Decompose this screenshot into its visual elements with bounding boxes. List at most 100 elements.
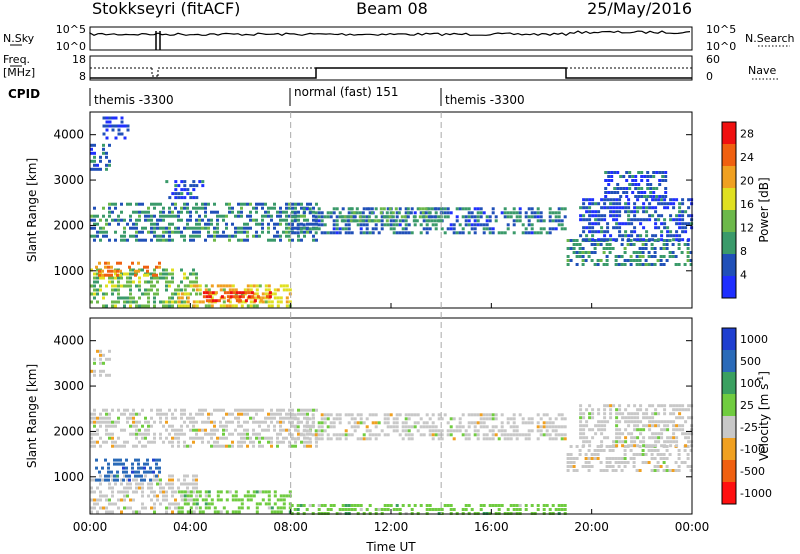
- heatmap-cell: [615, 226, 619, 230]
- heatmap-cell: [186, 188, 190, 192]
- y-tick-label: 1000: [53, 264, 84, 278]
- heatmap-cell: [232, 291, 236, 295]
- heatmap-cell: [255, 420, 258, 424]
- heatmap-cell: [625, 171, 629, 174]
- heatmap-cell: [323, 417, 327, 421]
- heatmap-cell: [385, 219, 389, 223]
- heatmap-cell: [202, 291, 206, 295]
- heatmap-cell: [356, 413, 360, 417]
- heatmap-cell: [458, 223, 462, 227]
- heatmap-cell: [591, 226, 595, 230]
- heatmap-cell: [352, 215, 356, 219]
- heatmap-cell: [645, 206, 649, 210]
- heatmap-cell: [141, 238, 144, 242]
- heatmap-cell: [579, 206, 583, 210]
- heatmap-cell: [201, 498, 205, 502]
- heatmap-cell: [582, 416, 586, 420]
- heatmap-cell: [407, 433, 411, 437]
- heatmap-cell: [144, 420, 147, 424]
- heatmap-cell: [144, 292, 147, 296]
- heatmap-cell: [290, 215, 294, 219]
- heatmap-cell: [159, 436, 162, 440]
- heatmap-cell: [309, 230, 312, 234]
- heatmap-cell: [300, 440, 303, 444]
- heatmap-cell: [356, 421, 360, 425]
- heatmap-cell: [195, 486, 198, 490]
- heatmap-cell: [470, 508, 474, 511]
- heatmap-cell: [632, 453, 636, 456]
- heatmap-cell: [606, 222, 610, 226]
- heatmap-cell: [114, 136, 118, 140]
- heatmap-cell: [183, 276, 186, 280]
- heatmap-cell: [111, 420, 114, 424]
- heatmap-cell: [389, 425, 393, 429]
- heatmap-cell: [123, 486, 126, 490]
- heatmap-cell: [174, 196, 178, 200]
- heatmap-cell: [359, 508, 363, 511]
- heatmap-cell: [591, 230, 595, 234]
- heatmap-cell: [627, 444, 631, 448]
- heatmap-cell: [672, 218, 676, 222]
- heatmap-cell: [246, 432, 249, 436]
- heatmap-cell: [222, 230, 225, 234]
- heatmap-cell: [663, 412, 667, 416]
- heatmap-cell: [654, 444, 658, 448]
- heatmap-cell: [320, 417, 324, 421]
- heatmap-cell: [344, 429, 348, 433]
- heatmap-cell: [93, 490, 96, 494]
- heatmap-cell: [651, 198, 655, 202]
- heatmap-cell: [141, 494, 144, 498]
- heatmap-cell: [177, 284, 180, 288]
- heatmap-cell: [309, 202, 312, 206]
- heatmap-cell: [476, 413, 480, 417]
- heatmap-cell: [114, 300, 117, 304]
- heatmap-cell: [554, 211, 558, 215]
- heatmap-cell: [374, 207, 378, 211]
- heatmap-cell: [237, 444, 240, 448]
- heatmap-cell: [593, 251, 597, 254]
- heatmap-cell: [585, 218, 589, 222]
- heatmap-cell: [678, 210, 682, 214]
- heatmap-cell: [177, 192, 181, 196]
- heatmap-cell: [108, 424, 111, 428]
- heatmap-cell: [210, 436, 213, 440]
- heatmap-cell: [210, 284, 214, 288]
- heatmap-cell: [651, 412, 655, 416]
- heatmap-cell: [241, 295, 245, 299]
- heatmap-cell: [329, 413, 333, 417]
- heatmap-cell: [189, 184, 193, 188]
- heatmap-cell: [120, 276, 123, 280]
- heatmap-cell: [637, 191, 641, 194]
- heatmap-cell: [422, 421, 426, 425]
- heatmap-cell: [282, 230, 285, 234]
- heatmap-cell: [548, 433, 552, 437]
- heatmap-cell: [204, 222, 207, 226]
- heatmap-cell: [350, 417, 354, 421]
- heatmap-cell: [579, 424, 583, 428]
- heatmap-cell: [323, 429, 327, 433]
- heatmap-cell: [165, 238, 168, 242]
- heatmap-cell: [99, 373, 102, 377]
- heatmap-cell: [108, 206, 111, 210]
- heatmap-cell: [234, 416, 237, 420]
- heatmap-cell: [660, 444, 664, 448]
- heatmap-cell: [356, 425, 360, 429]
- heatmap-cell: [189, 196, 193, 200]
- heatmap-cell: [162, 412, 165, 416]
- heatmap-cell: [110, 273, 113, 277]
- heatmap-cell: [90, 490, 93, 494]
- heatmap-cell: [114, 304, 117, 308]
- heatmap-cell: [443, 231, 447, 235]
- heatmap-cell: [353, 421, 357, 425]
- heatmap-cell: [129, 300, 132, 304]
- heatmap-cell: [315, 444, 318, 448]
- heatmap-cell: [681, 214, 685, 218]
- heatmap-cell: [404, 207, 408, 211]
- cpid-label: CPID: [8, 87, 40, 101]
- heatmap-cell: [111, 424, 114, 428]
- heatmap-cell: [288, 288, 292, 292]
- heatmap-cell: [285, 436, 288, 440]
- heatmap-cell: [644, 247, 648, 250]
- heatmap-cell: [288, 234, 291, 238]
- heatmap-cell: [231, 234, 234, 238]
